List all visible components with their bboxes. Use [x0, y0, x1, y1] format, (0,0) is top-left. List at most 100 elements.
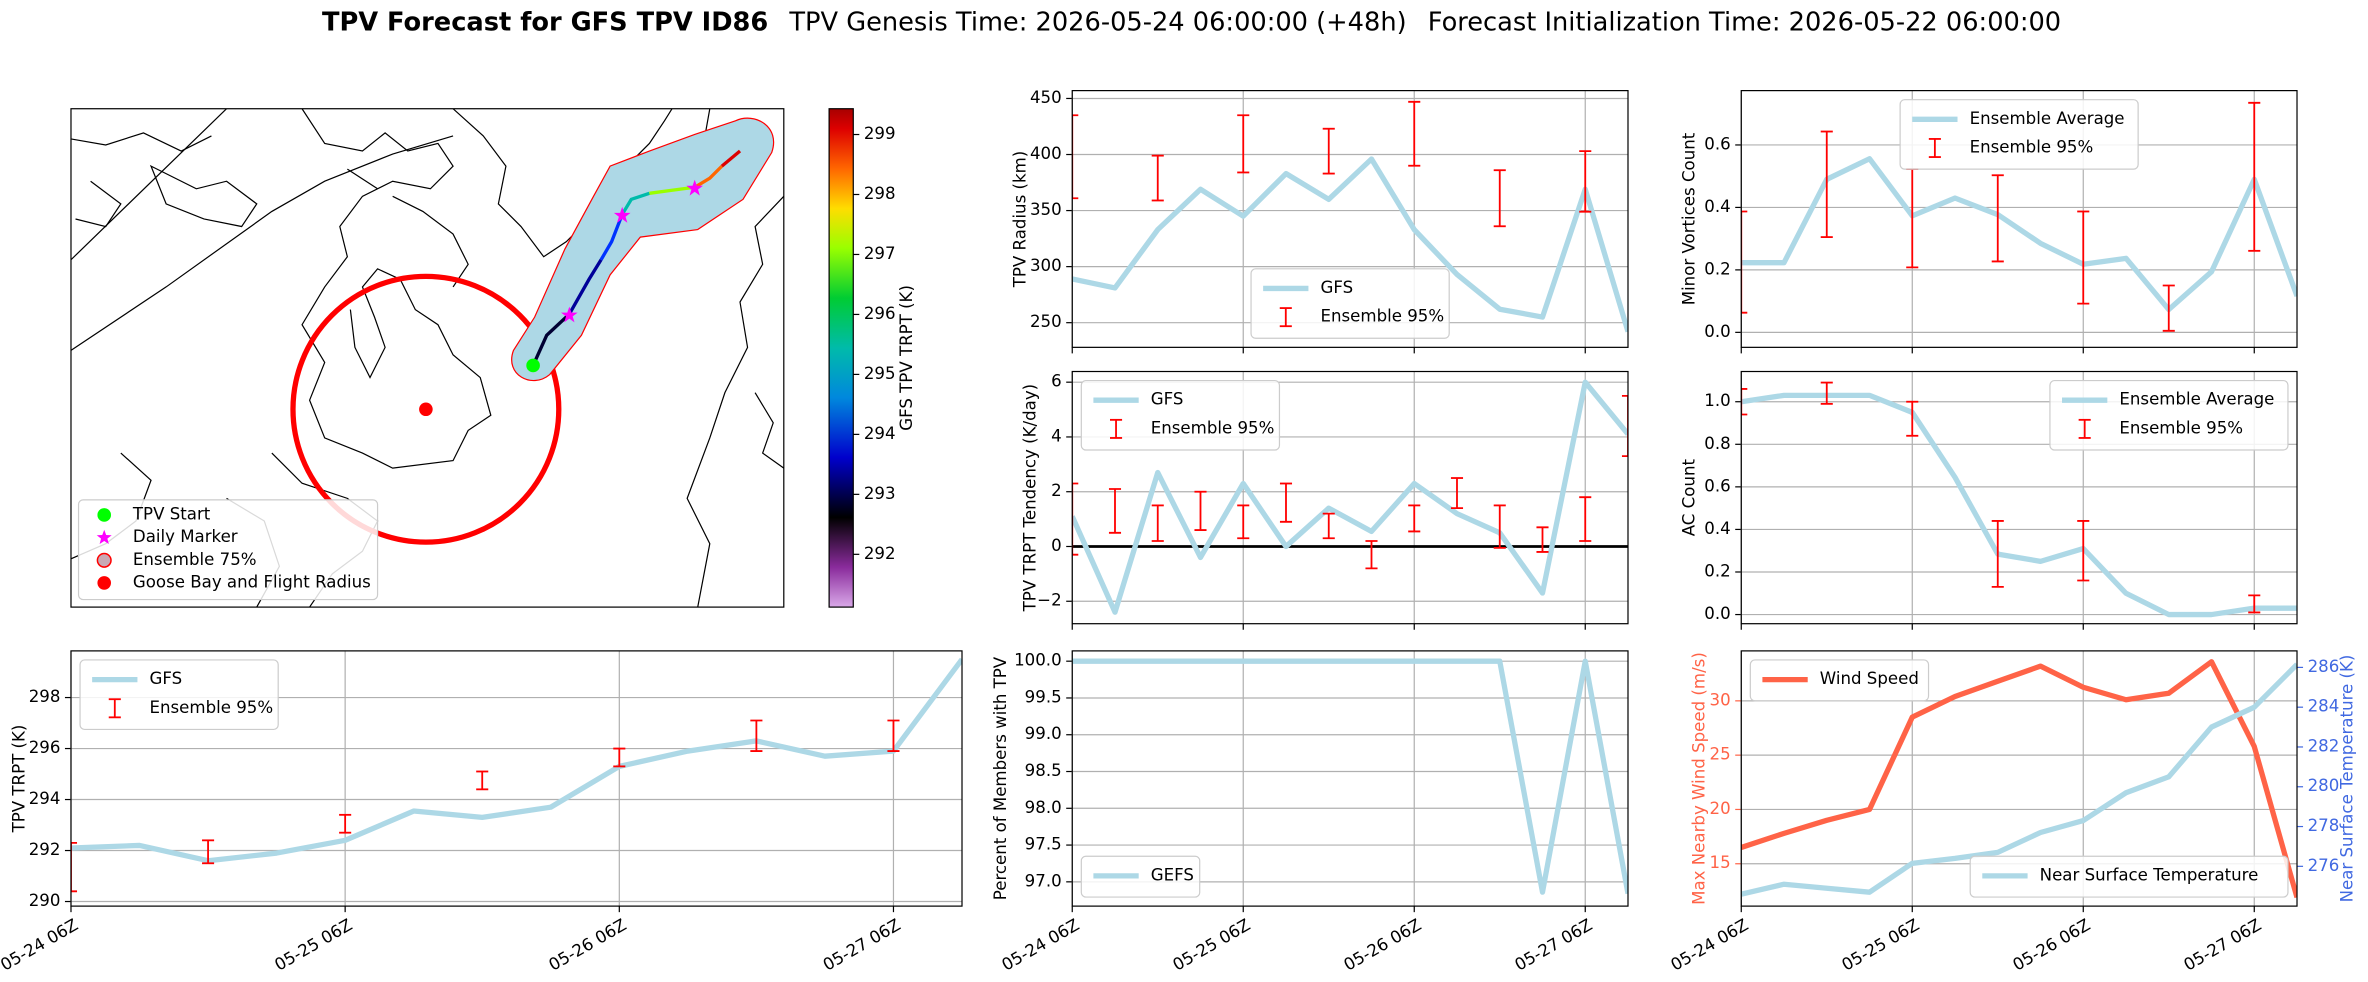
y-tick-label: 450: [1030, 88, 1062, 107]
y-tick-label: 296: [29, 738, 61, 757]
colorbar-tick-label: 294: [864, 424, 896, 443]
legend-label: Ensemble 95%: [1151, 418, 1275, 437]
coastline: [75, 164, 258, 228]
colorbar-label: GFS TPV TRPT (K): [897, 285, 916, 431]
plot-area: [70, 657, 963, 893]
series-line: [70, 657, 963, 864]
plot-area: [1741, 101, 2298, 332]
y-tick-label: 292: [29, 840, 61, 859]
y-tick-label: 30: [1710, 690, 1731, 709]
axes-frame: [1740, 650, 2298, 907]
legend-label: Goose Bay and Flight Radius: [133, 572, 371, 591]
legend-label: GEFS: [1151, 865, 1194, 884]
boundary: [70, 135, 454, 351]
tpv-start: [526, 358, 540, 373]
axes-frame: [1740, 370, 2298, 625]
x-tick-label: 05-25 06Z: [271, 915, 355, 974]
y-tick-label: 0.0: [1704, 604, 1730, 623]
track: [620, 191, 650, 216]
y-tick-label: 99.0: [1025, 724, 1062, 743]
track: [720, 149, 742, 168]
y-tick-label: 0.0: [1704, 322, 1730, 341]
series-line: [1741, 662, 2298, 897]
legend-label: Ensemble 95%: [2119, 418, 2243, 437]
series-line: [1741, 392, 2298, 618]
legend-label: Ensemble 75%: [133, 550, 257, 569]
y-tick-label: 2: [1051, 481, 1062, 500]
y-axis-label: Minor Vortices Count: [1680, 132, 1699, 305]
y-axis-label: TPV Radius (km): [1011, 151, 1030, 289]
legend-box: [1899, 99, 2139, 170]
colorbar-tick-label: 297: [864, 244, 896, 263]
track: [599, 213, 624, 261]
title-main: TPV Forecast for GFS TPV ID86: [322, 7, 768, 37]
plot-area: [1741, 381, 2298, 618]
legend-label: Ensemble Average: [1970, 109, 2125, 128]
y-tick-label: 350: [1030, 200, 1062, 219]
daily-marker: [561, 306, 578, 323]
x-tick-label: 05-24 06Z: [1668, 915, 1752, 974]
y-tick-label: 284: [2308, 697, 2340, 716]
boundary: [70, 108, 227, 261]
y-tick-label: 286: [2308, 657, 2340, 676]
axes-frame: [1071, 650, 1629, 907]
legend-box: [2049, 379, 2289, 451]
colorbar-tick-label: 299: [864, 124, 896, 143]
colorbar: [828, 108, 854, 608]
colorbar-tick-label: 292: [864, 544, 896, 563]
y-tick-label: 0.4: [1704, 519, 1730, 538]
colorbar-tick-label: 298: [864, 184, 896, 203]
legend: Wind Speed: [1749, 659, 1930, 702]
x-tick-label: 05-25 06Z: [1170, 915, 1254, 974]
legend: GEFS: [1080, 855, 1201, 898]
y-tick-label: 0.2: [1704, 561, 1730, 580]
y-tick-label: 276: [2308, 856, 2340, 875]
axes-frame: [70, 650, 963, 907]
legend-marker: [96, 552, 112, 568]
daily-marker: [686, 179, 704, 196]
track: [649, 185, 695, 195]
legend: GFS Ensemble 95%: [79, 659, 279, 731]
axes-frame: [1071, 90, 1629, 348]
y-axis-label: Percent of Members with TPV: [991, 656, 1010, 900]
x-tick-label: 05-26 06Z: [1341, 915, 1425, 974]
legend-label: Daily Marker: [133, 527, 238, 546]
legend-label: Ensemble Average: [2119, 390, 2274, 409]
y-tick-label: 98.0: [1025, 798, 1062, 817]
legend-marker: [97, 576, 112, 590]
colorbar-tick-label: 295: [864, 364, 896, 383]
legend-label: GFS: [1321, 278, 1354, 297]
x-tick-label: 05-25 06Z: [1839, 915, 1923, 974]
y-tick-label: 97.0: [1025, 871, 1062, 890]
legend-marker: [96, 529, 112, 544]
plot-area: [1072, 658, 1628, 895]
x-tick-label: 05-27 06Z: [2181, 915, 2265, 974]
plot-area: [1741, 659, 2298, 899]
y-tick-label: 100.0: [1014, 651, 1062, 670]
legend-label: Ensemble 95%: [1970, 137, 2094, 156]
x-tick-label: 05-24 06Z: [0, 915, 81, 974]
y-tick-label: 290: [29, 891, 61, 910]
y-tick-label: 99.5: [1025, 687, 1062, 706]
y-tick-label: 278: [2308, 816, 2340, 835]
y-tick-label: 0.4: [1704, 197, 1730, 216]
legend-label: Ensemble 95%: [150, 698, 274, 717]
title-init: Forecast Initialization Time: 2026-05-22…: [1428, 7, 2061, 37]
legend-marker: [97, 508, 112, 522]
series-line: [1741, 659, 2298, 899]
y-tick-label: 20: [1710, 799, 1731, 818]
legend-label: GFS: [1151, 390, 1184, 409]
y-axis-label: TPV TRPT (K): [9, 725, 28, 834]
map-frame: [70, 108, 785, 608]
legend-box: [77, 499, 379, 601]
axes-frame: [1071, 370, 1629, 625]
colorbar-tick-label: 296: [864, 304, 896, 323]
y-tick-label: 400: [1030, 144, 1062, 163]
legend: Near Surface Temperature: [1969, 855, 2289, 898]
y-tick-label: 25: [1710, 745, 1731, 764]
y-axis-label: Max Nearby Wind Speed (m/s): [1690, 652, 1709, 905]
legend: Ensemble Average Ensemble 95%: [2049, 379, 2289, 451]
y-tick-label: 0.6: [1704, 476, 1730, 495]
legend: GFS Ensemble 95%: [1080, 379, 1281, 451]
plot-area: [1072, 100, 1628, 333]
